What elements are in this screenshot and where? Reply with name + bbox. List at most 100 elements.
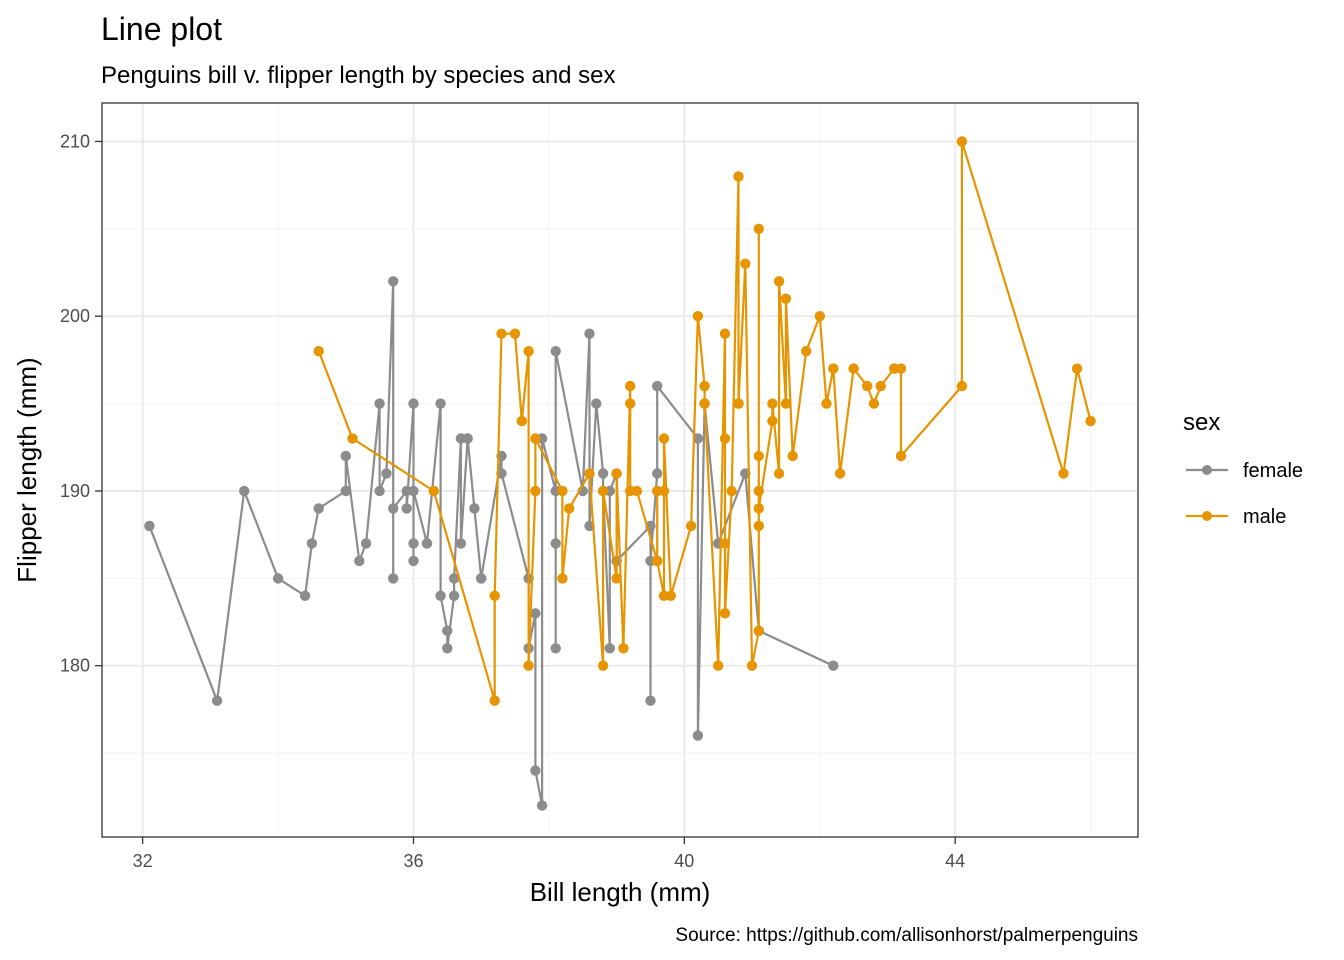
data-point-female	[597, 468, 609, 479]
data-point-female	[354, 555, 365, 567]
legend-label-female: female	[1243, 460, 1303, 482]
data-point-male	[625, 398, 636, 409]
legend-title: sex	[1183, 409, 1220, 436]
data-point-male	[597, 485, 609, 497]
data-point-male	[597, 660, 609, 671]
data-point-male	[665, 590, 676, 601]
data-point-male	[313, 346, 324, 357]
data-point-female	[591, 398, 602, 409]
data-point-male	[699, 398, 710, 409]
x-tick-label: 36	[403, 851, 423, 871]
data-point-male	[733, 398, 744, 409]
y-axis-title: Flipper length (mm)	[12, 357, 42, 582]
data-point-female	[469, 503, 480, 514]
data-point-male	[652, 555, 663, 567]
data-point-male	[801, 346, 812, 357]
legend-item-male: male	[1186, 506, 1286, 528]
data-point-female	[144, 520, 155, 532]
data-point-male	[821, 398, 832, 409]
data-point-female	[306, 538, 318, 549]
data-point-female	[530, 608, 541, 619]
legend-label-male: male	[1243, 506, 1286, 528]
chart-subtitle: Penguins bill v. flipper length by speci…	[101, 62, 616, 89]
data-point-male	[753, 485, 764, 497]
data-point-female	[448, 590, 460, 601]
data-point-male	[834, 468, 846, 479]
data-point-female	[340, 450, 351, 462]
data-point-female	[408, 398, 419, 409]
legend: sex female male	[1183, 409, 1303, 528]
data-point-female	[530, 765, 541, 776]
data-point-female	[652, 468, 663, 479]
data-point-female	[692, 433, 704, 444]
data-point-female	[401, 503, 412, 514]
data-point-female	[442, 643, 453, 654]
data-point-male	[496, 328, 507, 339]
plot-panel-border	[101, 102, 1139, 838]
data-point-female	[652, 380, 663, 392]
data-point-male	[753, 520, 764, 532]
chart-caption: Source: https://github.com/allisonhorst/…	[675, 925, 1138, 946]
data-point-male	[767, 415, 778, 427]
data-point-female	[536, 800, 548, 811]
data-point-female	[388, 503, 399, 514]
data-point-female	[408, 538, 419, 549]
data-point-male	[828, 363, 839, 374]
data-point-male	[780, 398, 792, 409]
data-point-male	[895, 450, 907, 462]
data-point-male	[523, 660, 534, 671]
x-tick-label: 44	[945, 851, 965, 871]
data-point-male	[611, 573, 622, 584]
data-point-male	[625, 380, 636, 392]
data-point-male	[862, 380, 873, 392]
data-point-male	[557, 573, 568, 584]
data-point-male	[767, 398, 778, 409]
data-point-female	[360, 538, 372, 549]
data-point-male	[631, 485, 643, 497]
data-point-male	[814, 311, 825, 322]
data-point-female	[408, 555, 419, 567]
data-point-male	[719, 608, 731, 619]
data-point-female	[421, 538, 433, 549]
data-point-male	[489, 695, 500, 706]
data-point-female	[381, 468, 392, 479]
data-point-female	[476, 573, 487, 584]
data-point-female	[435, 398, 446, 409]
data-point-male	[773, 276, 785, 287]
y-tick-label: 200	[60, 306, 90, 326]
data-point-male	[584, 468, 595, 479]
data-point-male	[895, 363, 907, 374]
data-point-female	[299, 590, 311, 601]
data-point-male	[685, 520, 697, 532]
data-point-male	[733, 171, 744, 182]
data-point-female	[374, 485, 385, 497]
data-point-male	[1085, 415, 1096, 427]
data-series	[144, 136, 1096, 811]
data-point-male	[773, 468, 785, 479]
data-point-male	[557, 485, 568, 497]
data-point-female	[692, 730, 704, 741]
data-point-female	[272, 573, 284, 584]
data-point-female	[313, 503, 324, 514]
data-point-female	[340, 485, 351, 497]
data-point-male	[658, 485, 670, 497]
data-point-male	[956, 380, 968, 392]
data-point-female	[550, 538, 561, 549]
data-point-female	[239, 485, 250, 497]
series-male	[313, 136, 1096, 706]
data-point-female	[448, 573, 460, 584]
y-tick-label: 180	[60, 656, 90, 676]
data-point-male	[746, 660, 758, 671]
y-tick-label: 190	[60, 481, 90, 501]
data-point-male	[618, 643, 629, 654]
data-point-male	[753, 223, 764, 234]
data-point-male	[530, 485, 541, 497]
data-point-male	[726, 485, 737, 497]
data-point-male	[956, 136, 968, 147]
data-point-female	[550, 346, 561, 357]
data-point-male	[516, 415, 527, 427]
data-point-female	[455, 538, 467, 549]
data-point-male	[740, 258, 751, 269]
